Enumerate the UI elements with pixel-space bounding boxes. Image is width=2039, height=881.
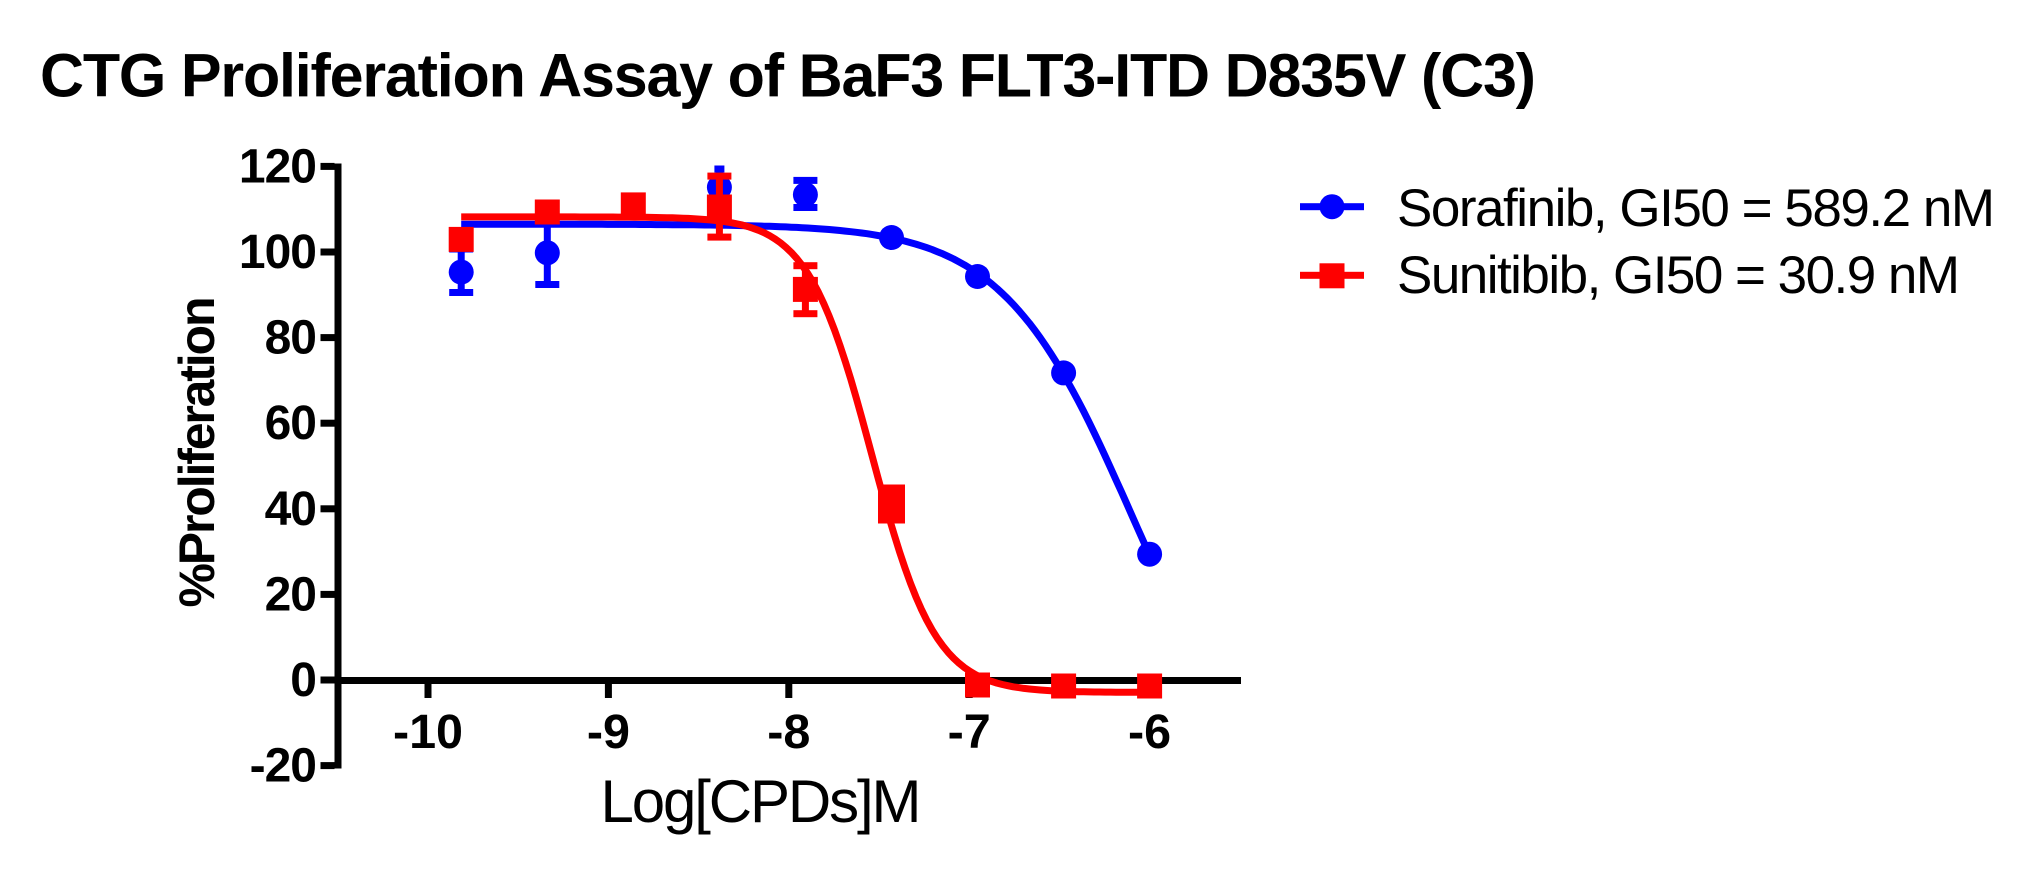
- svg-text:20: 20: [265, 568, 316, 621]
- svg-text:-20: -20: [250, 740, 316, 793]
- svg-text:60: 60: [265, 397, 316, 450]
- svg-text:%Proliferation: %Proliferation: [169, 297, 225, 608]
- svg-text:0: 0: [290, 654, 316, 707]
- svg-text:-7: -7: [948, 705, 991, 759]
- svg-text:Log[CPDs]M: Log[CPDs]M: [601, 768, 922, 835]
- svg-text:-10: -10: [393, 705, 463, 759]
- svg-text:Sorafinib, GI50 = 589.2 nM: Sorafinib, GI50 = 589.2 nM: [1397, 179, 1995, 238]
- svg-text:Sunitibib, GI50 = 30.9 nM: Sunitibib, GI50 = 30.9 nM: [1397, 246, 1960, 305]
- svg-text:CTG Proliferation Assay of BaF: CTG Proliferation Assay of BaF3 FLT3-ITD…: [40, 41, 1536, 109]
- svg-text:80: 80: [265, 312, 316, 365]
- svg-text:-8: -8: [767, 705, 810, 759]
- svg-text:-9: -9: [587, 705, 630, 759]
- svg-text:100: 100: [239, 226, 316, 279]
- svg-text:-6: -6: [1128, 705, 1171, 759]
- svg-text:40: 40: [265, 483, 316, 536]
- svg-text:120: 120: [239, 140, 316, 193]
